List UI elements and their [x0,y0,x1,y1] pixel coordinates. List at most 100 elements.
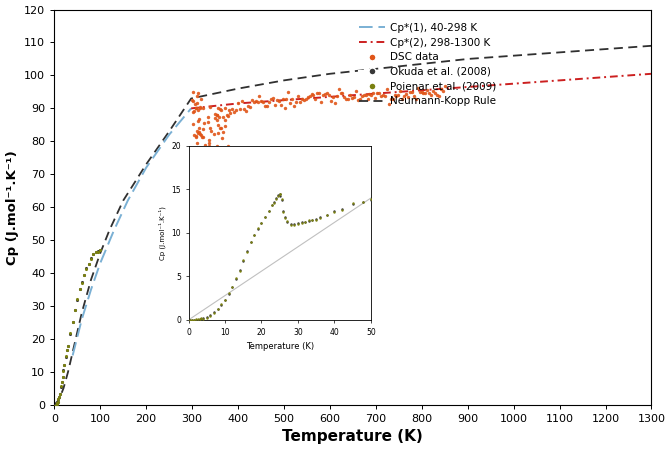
Point [376,93,386,100]
Point [192,148,203,155]
Point [409,92,419,99]
Point [203,113,213,121]
Point [193,128,204,135]
Point [52,400,63,407]
Point [190,100,201,107]
Point [70,307,81,314]
Point [196,95,207,102]
Point [56,378,67,386]
Point [90,248,101,256]
Point [74,285,85,292]
Point [217,113,228,120]
Point [72,296,83,303]
Point [256,98,267,105]
Point [65,330,76,338]
Point [301,96,311,103]
Point [397,95,408,103]
Point [349,94,360,101]
Point [393,91,404,99]
Point [352,97,363,104]
Point [209,130,219,138]
Point [217,128,228,135]
Point [306,90,317,97]
Point [191,134,201,141]
Point [204,140,215,147]
Point [67,318,78,325]
Point [303,94,313,101]
Point [213,105,224,112]
Point [227,106,238,113]
Point [403,94,413,101]
Point [399,93,409,100]
Point [235,106,246,113]
Point [195,131,206,138]
Point [191,104,201,112]
Point [252,99,263,106]
Point [429,89,440,96]
Point [345,91,356,99]
Point [279,104,290,112]
Point [254,92,265,99]
Point [366,91,376,99]
Point [58,367,69,374]
Point [213,121,223,128]
Point [53,396,64,403]
Point [213,130,223,137]
Point [380,92,391,99]
Point [327,94,338,101]
Point [248,99,259,106]
Point [193,115,204,122]
Point [215,105,225,112]
Point [189,108,199,115]
Point [329,99,340,107]
Point [337,89,348,96]
Point [54,391,65,398]
Point [270,101,280,108]
Point [60,353,71,360]
Point [194,130,205,137]
Point [405,89,415,96]
Point [51,400,62,407]
Point [193,125,204,132]
Point [50,401,61,408]
Legend: Cp*(1), 40-298 K, Cp*(2), 298-1300 K, DSC data, Okuda et al. (2008), Poienar et : Cp*(1), 40-298 K, Cp*(2), 298-1300 K, DS… [355,19,501,111]
Point [59,361,70,369]
Point [52,400,62,407]
Point [264,99,274,106]
Point [76,279,87,286]
Point [72,296,83,303]
Point [297,95,307,102]
Point [223,107,234,114]
Point [62,346,72,354]
Point [93,248,103,255]
Point [354,95,365,103]
Point [440,83,450,90]
Point [193,153,204,160]
Point [362,95,373,103]
Point [195,162,205,169]
Point [55,383,66,390]
Point [76,279,87,286]
Point [192,140,203,147]
Point [364,90,375,97]
Point [203,136,214,144]
Point [62,346,72,354]
Point [277,95,288,103]
Point [193,117,203,124]
Point [383,100,394,108]
Point [198,104,209,111]
Point [333,86,344,93]
Point [391,92,402,99]
Point [192,146,203,153]
Point [219,105,230,112]
Point [193,107,203,114]
Point [83,260,94,267]
Point [242,103,253,110]
Point [281,96,292,103]
Point [424,90,435,97]
Point [79,271,89,279]
Point [203,148,213,155]
Point [258,98,268,105]
Point [435,86,446,93]
Point [312,89,323,96]
